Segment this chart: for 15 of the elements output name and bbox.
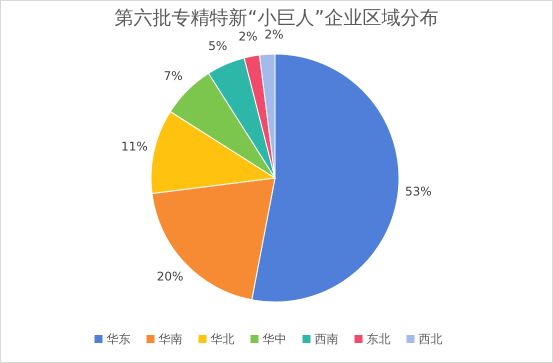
- data-label: 7%: [164, 69, 183, 84]
- legend-label: 西北: [418, 332, 442, 346]
- data-label: 20%: [156, 270, 184, 284]
- legend-label: 西南: [314, 332, 338, 346]
- data-label: 2%: [264, 27, 284, 42]
- data-label: 11%: [121, 140, 148, 154]
- data-label: 5%: [208, 38, 228, 53]
- legend-label: 华中: [262, 332, 286, 346]
- data-label: 53%: [405, 184, 432, 199]
- chart-title: 第六批专精特新“小巨人”企业区域分布: [114, 7, 438, 29]
- legend-label: 东北: [366, 332, 390, 346]
- data-label: 2%: [238, 30, 258, 44]
- legend-label: 华北: [210, 332, 234, 346]
- legend-label: 华南: [158, 332, 182, 346]
- legend-label: 华东: [106, 332, 130, 346]
